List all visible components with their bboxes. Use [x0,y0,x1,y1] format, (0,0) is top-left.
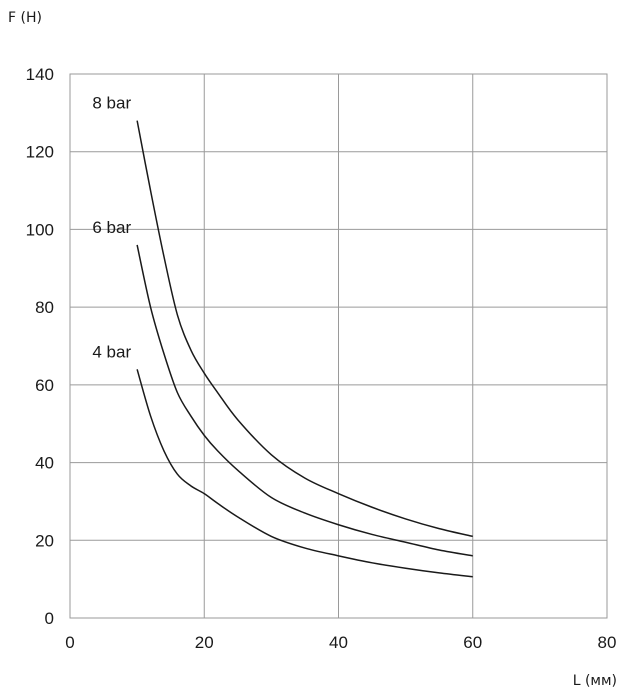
x-axis-title: L (мм) [573,673,617,689]
series-label-4-bar: 4 bar [92,342,131,361]
plot-frame [69,73,608,619]
x-tick-label-3: 60 [463,633,482,652]
y-tick-label-3: 60 [35,376,54,395]
grid [70,74,607,618]
series-label-6-bar: 6 bar [92,218,131,237]
x-tick-label-0: 0 [65,633,74,652]
y-axis-title: F (Н) [8,10,42,26]
series-label-8-bar: 8 bar [92,94,131,113]
x-tick-label-4: 80 [598,633,617,652]
y-tick-label-4: 80 [35,298,54,317]
y-tick-label-1: 20 [35,531,54,550]
y-tick-label-5: 100 [26,220,54,239]
series-labels: 8 bar 6 bar 4 bar [92,94,131,362]
y-tick-label-6: 120 [26,143,54,162]
tick-labels: 0 20 40 60 80 100 120 140 0 20 40 60 80 [26,65,617,652]
series-line-4-bar [136,369,473,578]
x-tick-label-2: 40 [329,633,348,652]
series-group [136,120,473,578]
series-line-6-bar [136,244,473,557]
x-tick-label-1: 20 [195,633,214,652]
y-tick-label-2: 40 [35,454,54,473]
series-line-8-bar [136,120,473,538]
y-tick-label-0: 0 [45,609,54,628]
y-tick-label-7: 140 [26,65,54,84]
